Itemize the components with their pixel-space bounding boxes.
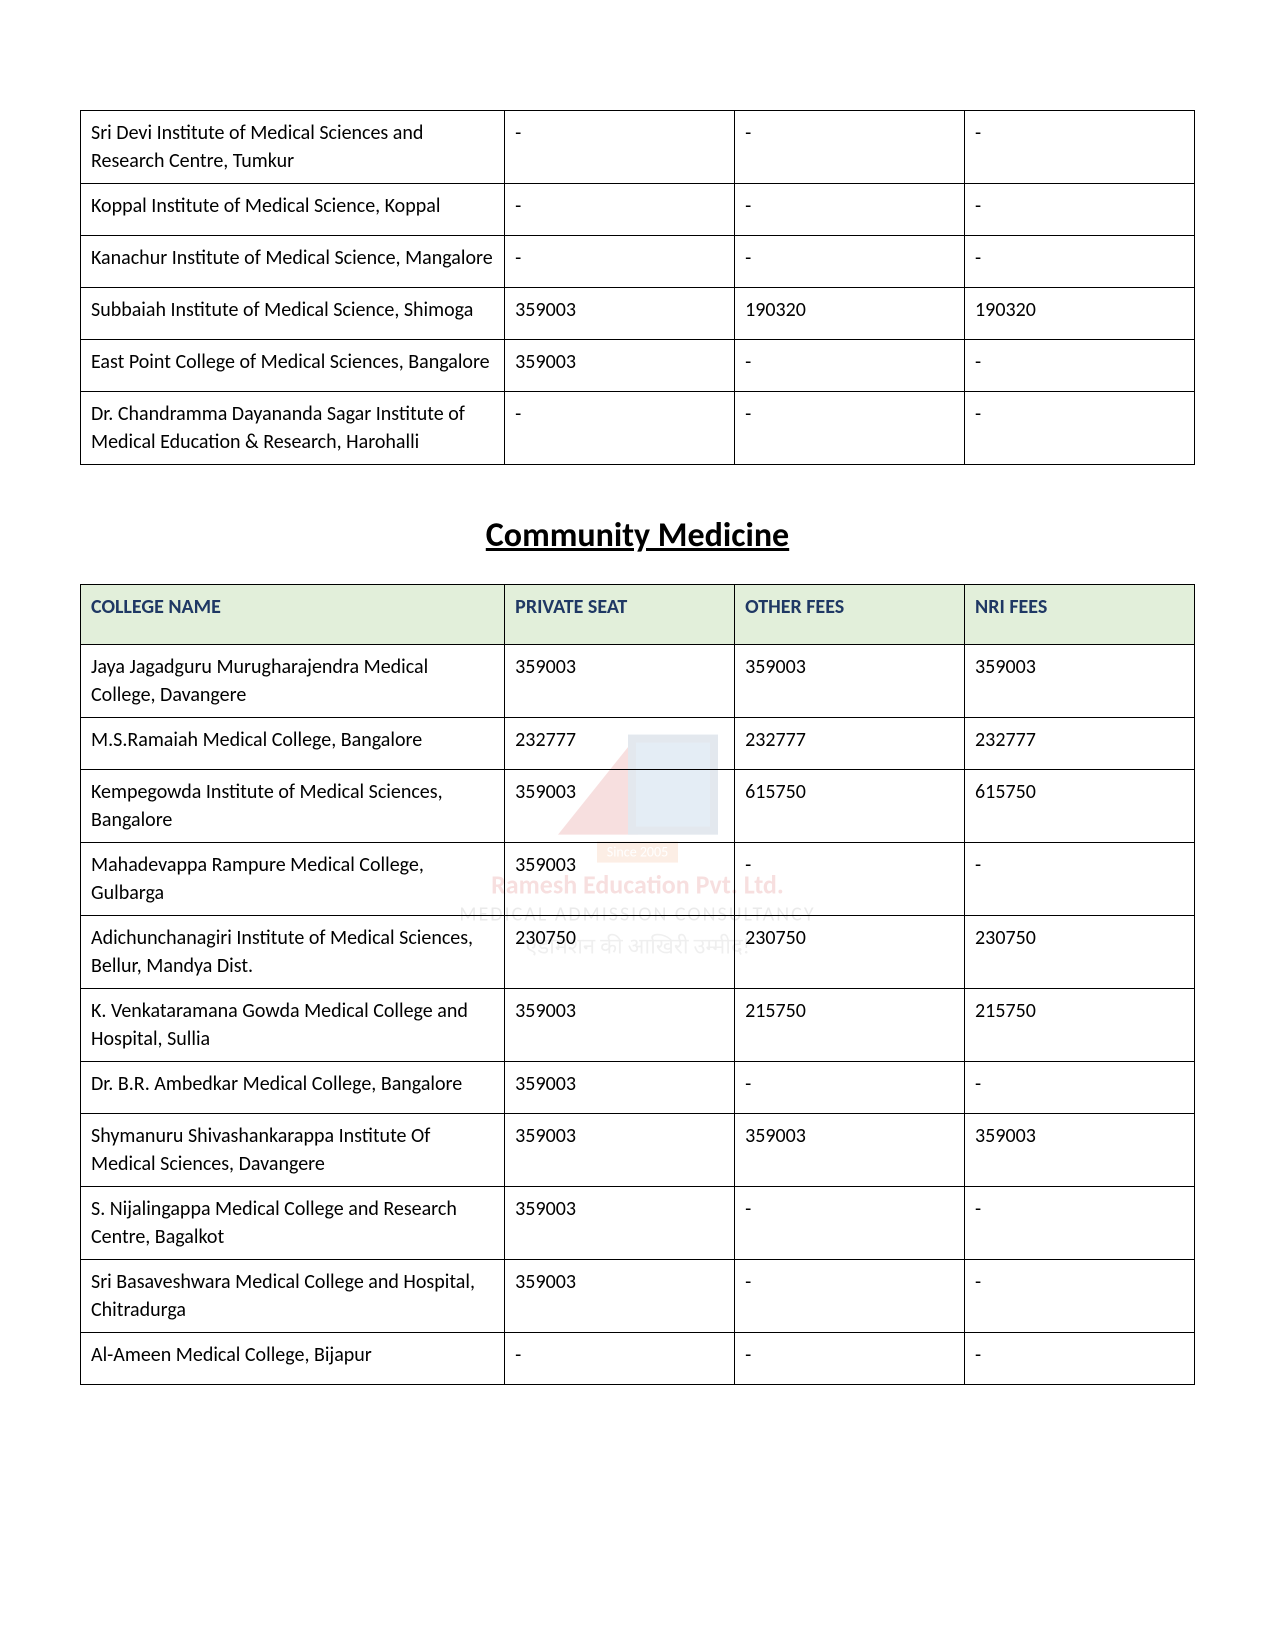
value-cell: 359003 [505, 645, 735, 718]
college-name-cell: Koppal Institute of Medical Science, Kop… [81, 184, 505, 236]
value-cell: - [965, 843, 1195, 916]
column-header: OTHER FEES [735, 585, 965, 645]
college-name-cell: East Point College of Medical Sciences, … [81, 340, 505, 392]
value-cell: - [735, 340, 965, 392]
value-cell: 359003 [505, 770, 735, 843]
college-name-cell: Sri Basaveshwara Medical College and Hos… [81, 1260, 505, 1333]
table-row: Mahadevappa Rampure Medical College, Gul… [81, 843, 1195, 916]
value-cell: 232777 [505, 718, 735, 770]
value-cell: - [505, 236, 735, 288]
value-cell: 359003 [505, 843, 735, 916]
value-cell: - [735, 1260, 965, 1333]
table-row: East Point College of Medical Sciences, … [81, 340, 1195, 392]
value-cell: 359003 [505, 1114, 735, 1187]
college-name-cell: Adichunchanagiri Institute of Medical Sc… [81, 916, 505, 989]
college-name-cell: Kanachur Institute of Medical Science, M… [81, 236, 505, 288]
value-cell: 215750 [735, 989, 965, 1062]
value-cell: - [735, 1187, 965, 1260]
value-cell: 359003 [965, 645, 1195, 718]
value-cell: 359003 [735, 1114, 965, 1187]
value-cell: - [735, 236, 965, 288]
table-row: M.S.Ramaiah Medical College, Bangalore23… [81, 718, 1195, 770]
value-cell: 615750 [735, 770, 965, 843]
value-cell: - [505, 1333, 735, 1385]
table-row: Jaya Jagadguru Murugharajendra Medical C… [81, 645, 1195, 718]
table-row: Kempegowda Institute of Medical Sciences… [81, 770, 1195, 843]
value-cell: - [965, 1333, 1195, 1385]
value-cell: - [735, 392, 965, 465]
table-row: Al-Ameen Medical College, Bijapur--- [81, 1333, 1195, 1385]
college-name-cell: S. Nijalingappa Medical College and Rese… [81, 1187, 505, 1260]
table-row: Subbaiah Institute of Medical Science, S… [81, 288, 1195, 340]
value-cell: 230750 [735, 916, 965, 989]
value-cell: - [965, 1062, 1195, 1114]
college-name-cell: Sri Devi Institute of Medical Sciences a… [81, 111, 505, 184]
value-cell: - [965, 111, 1195, 184]
college-name-cell: Shymanuru Shivashankarappa Institute Of … [81, 1114, 505, 1187]
table-row: Koppal Institute of Medical Science, Kop… [81, 184, 1195, 236]
value-cell: 359003 [735, 645, 965, 718]
table-row: Shymanuru Shivashankarappa Institute Of … [81, 1114, 1195, 1187]
value-cell: - [735, 111, 965, 184]
value-cell: - [735, 1062, 965, 1114]
value-cell: 230750 [505, 916, 735, 989]
value-cell: - [505, 184, 735, 236]
table-row: Adichunchanagiri Institute of Medical Sc… [81, 916, 1195, 989]
value-cell: - [505, 392, 735, 465]
college-name-cell: Subbaiah Institute of Medical Science, S… [81, 288, 505, 340]
college-name-cell: Jaya Jagadguru Murugharajendra Medical C… [81, 645, 505, 718]
value-cell: - [965, 1187, 1195, 1260]
value-cell: 215750 [965, 989, 1195, 1062]
value-cell: - [735, 184, 965, 236]
college-name-cell: M.S.Ramaiah Medical College, Bangalore [81, 718, 505, 770]
value-cell: 232777 [965, 718, 1195, 770]
value-cell: 359003 [505, 1260, 735, 1333]
value-cell: - [505, 111, 735, 184]
value-cell: - [965, 392, 1195, 465]
community-medicine-table: COLLEGE NAMEPRIVATE SEATOTHER FEESNRI FE… [80, 584, 1195, 1385]
value-cell: - [965, 236, 1195, 288]
value-cell: - [735, 1333, 965, 1385]
value-cell: 615750 [965, 770, 1195, 843]
value-cell: - [965, 340, 1195, 392]
value-cell: 359003 [505, 1062, 735, 1114]
value-cell: 190320 [735, 288, 965, 340]
value-cell: 359003 [505, 989, 735, 1062]
table-row: S. Nijalingappa Medical College and Rese… [81, 1187, 1195, 1260]
table-row: K. Venkataramana Gowda Medical College a… [81, 989, 1195, 1062]
table-row: Sri Devi Institute of Medical Sciences a… [81, 111, 1195, 184]
column-header: PRIVATE SEAT [505, 585, 735, 645]
top-table: Sri Devi Institute of Medical Sciences a… [80, 110, 1195, 465]
college-name-cell: Dr. B.R. Ambedkar Medical College, Banga… [81, 1062, 505, 1114]
value-cell: - [965, 1260, 1195, 1333]
column-header: COLLEGE NAME [81, 585, 505, 645]
value-cell: 359003 [505, 288, 735, 340]
value-cell: 190320 [965, 288, 1195, 340]
value-cell: 359003 [505, 1187, 735, 1260]
value-cell: 232777 [735, 718, 965, 770]
college-name-cell: Dr. Chandramma Dayananda Sagar Institute… [81, 392, 505, 465]
value-cell: 359003 [965, 1114, 1195, 1187]
value-cell: 359003 [505, 340, 735, 392]
table-row: Dr. Chandramma Dayananda Sagar Institute… [81, 392, 1195, 465]
value-cell: 230750 [965, 916, 1195, 989]
section-title: Community Medicine [80, 515, 1195, 556]
value-cell: - [735, 843, 965, 916]
table-row: Dr. B.R. Ambedkar Medical College, Banga… [81, 1062, 1195, 1114]
table-row: Sri Basaveshwara Medical College and Hos… [81, 1260, 1195, 1333]
college-name-cell: K. Venkataramana Gowda Medical College a… [81, 989, 505, 1062]
college-name-cell: Kempegowda Institute of Medical Sciences… [81, 770, 505, 843]
column-header: NRI FEES [965, 585, 1195, 645]
college-name-cell: Al-Ameen Medical College, Bijapur [81, 1333, 505, 1385]
table-row: Kanachur Institute of Medical Science, M… [81, 236, 1195, 288]
college-name-cell: Mahadevappa Rampure Medical College, Gul… [81, 843, 505, 916]
value-cell: - [965, 184, 1195, 236]
